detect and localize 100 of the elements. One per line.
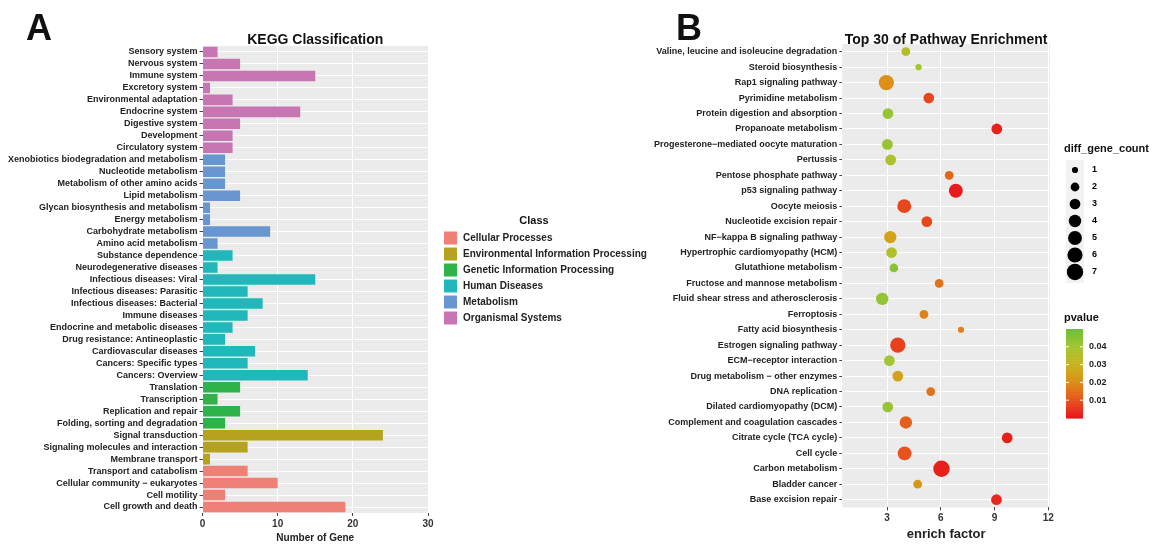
bar bbox=[203, 417, 226, 429]
y-tick-label: Cell cycle bbox=[795, 447, 838, 458]
y-tick-label: Nucleotide excision repair bbox=[725, 216, 838, 227]
y-tick-label: Carbon metabolism bbox=[753, 463, 838, 474]
legend-label: 2 bbox=[1092, 181, 1098, 192]
y-tick-label: Nervous system bbox=[127, 58, 198, 69]
y-tick-label: DNA replication bbox=[770, 386, 838, 397]
bar bbox=[203, 58, 241, 70]
legend-title: Class bbox=[519, 213, 549, 226]
y-tick-label: Endocrine and metabolic diseases bbox=[49, 321, 198, 332]
y-tick-label: Neurodegenerative diseases bbox=[75, 262, 198, 273]
y-tick-label: Sensory system bbox=[128, 46, 198, 57]
x-tick-label: 0 bbox=[199, 517, 206, 529]
y-tick-label: Cell growth and death bbox=[103, 501, 198, 512]
x-tick-label: 30 bbox=[422, 517, 434, 529]
y-tick-label: Glycan biosynthesis and metabolism bbox=[38, 202, 198, 213]
color-bar-label: 0.03 bbox=[1089, 359, 1107, 370]
y-tick-label: Infectious diseases: Bacterial bbox=[70, 297, 198, 308]
y-tick-label: Dilated cardiomyopathy (DCM) bbox=[706, 401, 838, 412]
y-tick-label: Drug resistance: Antineoplastic bbox=[62, 333, 198, 344]
bar bbox=[203, 441, 248, 453]
legend-label: Environmental Information Processing bbox=[463, 248, 647, 260]
legend-label: Organismal Systems bbox=[463, 312, 563, 324]
y-tick-label: p53 signaling pathway bbox=[741, 185, 838, 196]
bar bbox=[203, 465, 248, 477]
legend-title: diff_gene_count bbox=[1064, 142, 1150, 154]
bar bbox=[203, 142, 233, 154]
legend-label: Genetic Information Processing bbox=[463, 264, 615, 276]
y-tick-label: Pertussis bbox=[796, 154, 838, 165]
bar bbox=[203, 477, 278, 489]
y-tick-label: Protein digestion and absorption bbox=[696, 107, 838, 118]
y-tick-label: Signal transduction bbox=[113, 429, 198, 440]
y-tick-label: Base excision repair bbox=[749, 494, 838, 505]
text: A bbox=[26, 7, 52, 48]
y-tick-label: Progesterone−mediated oocyte maturation bbox=[654, 138, 838, 149]
legend-label: 1 bbox=[1092, 164, 1098, 175]
y-tick-label: Environmental adaptation bbox=[87, 94, 198, 105]
x-tick-label: 20 bbox=[347, 517, 359, 529]
y-tick-label: Rap1 signaling pathway bbox=[734, 77, 838, 88]
legend-label: 4 bbox=[1092, 215, 1098, 226]
y-tick-label: Development bbox=[141, 130, 198, 141]
bar bbox=[203, 82, 211, 94]
y-tick-label: Infectious diseases: Viral bbox=[89, 273, 198, 284]
bar bbox=[203, 489, 226, 501]
y-tick-label: Cancers: Specific types bbox=[95, 357, 198, 368]
y-tick-label: Translation bbox=[149, 381, 198, 392]
y-tick-label: Nucleotide metabolism bbox=[98, 166, 198, 177]
chart-title: Top 30 of Pathway Enrichment bbox=[844, 31, 1048, 47]
text: B bbox=[676, 7, 702, 48]
color-bar-label: 0.01 bbox=[1089, 394, 1107, 405]
y-tick-label: Valine, leucine and isoleucine degradation bbox=[656, 46, 838, 57]
legend-label: 3 bbox=[1092, 198, 1098, 209]
bar bbox=[203, 94, 233, 106]
y-tick-label: Estrogen signaling pathway bbox=[717, 339, 838, 350]
legend-label: 5 bbox=[1092, 232, 1098, 243]
y-tick-label: Metabolism of other amino acids bbox=[57, 178, 198, 189]
y-tick-label: Glutathione metabolism bbox=[734, 262, 838, 273]
bar bbox=[203, 106, 301, 118]
y-tick-label: Transport and catabolism bbox=[87, 465, 198, 476]
y-tick-label: Pyrimidine metabolism bbox=[738, 92, 838, 103]
y-tick-label: Cancers: Overview bbox=[116, 369, 199, 380]
y-tick-label: Substance dependence bbox=[96, 250, 198, 261]
y-tick-label: Membrane transport bbox=[110, 453, 198, 464]
bar bbox=[203, 130, 233, 142]
y-tick-label: Amino acid metabolism bbox=[96, 238, 198, 249]
bar bbox=[203, 453, 211, 465]
y-tick-label: Replication and repair bbox=[102, 405, 199, 416]
y-tick-label: Fatty acid biosynthesis bbox=[737, 324, 838, 335]
y-tick-label: Steroid biosynthesis bbox=[748, 61, 838, 72]
x-tick-label: 9 bbox=[991, 512, 998, 524]
bar bbox=[203, 70, 316, 82]
y-tick-label: Transcription bbox=[140, 393, 198, 404]
y-tick-label: Citrate cycle (TCA cycle) bbox=[732, 432, 838, 443]
color-bar-label: 0.04 bbox=[1089, 341, 1107, 352]
y-tick-label: Cell motility bbox=[146, 489, 198, 500]
y-tick-label: Signaling molecules and interaction bbox=[43, 441, 198, 452]
legend-label: Metabolism bbox=[463, 296, 519, 308]
y-tick-label: ECM−receptor interaction bbox=[727, 355, 838, 366]
y-tick-label: Endocrine system bbox=[119, 106, 198, 117]
legend-label: Human Diseases bbox=[463, 280, 544, 292]
chart-title: KEGG Classification bbox=[247, 31, 384, 47]
y-tick-label: NF−kappa B signaling pathway bbox=[704, 231, 838, 242]
y-tick-label: Hypertrophic cardiomyopathy (HCM) bbox=[680, 247, 838, 258]
bar bbox=[203, 118, 241, 130]
x-axis-title: enrich factor bbox=[906, 525, 986, 541]
y-tick-label: Infectious diseases: Parasitic bbox=[71, 285, 198, 296]
y-tick-label: Ferroptosis bbox=[787, 308, 838, 319]
x-tick-label: 3 bbox=[884, 512, 891, 524]
legend-label: 7 bbox=[1092, 266, 1098, 277]
y-tick-label: Excretory system bbox=[122, 82, 198, 93]
y-tick-label: Circulatory system bbox=[116, 142, 198, 153]
bar bbox=[203, 429, 383, 441]
bar bbox=[203, 501, 346, 513]
y-tick-label: Fructose and mannose metabolism bbox=[686, 277, 838, 288]
y-tick-label: Fluid shear stress and atherosclerosis bbox=[672, 293, 838, 304]
y-tick-label: Pentose phosphate pathway bbox=[715, 169, 838, 180]
y-tick-label: Cardiovascular diseases bbox=[91, 345, 198, 356]
y-tick-label: Digestive system bbox=[123, 118, 198, 129]
y-tick-label: Complement and coagulation cascades bbox=[668, 416, 838, 427]
y-tick-label: Propanoate metabolism bbox=[735, 123, 838, 134]
